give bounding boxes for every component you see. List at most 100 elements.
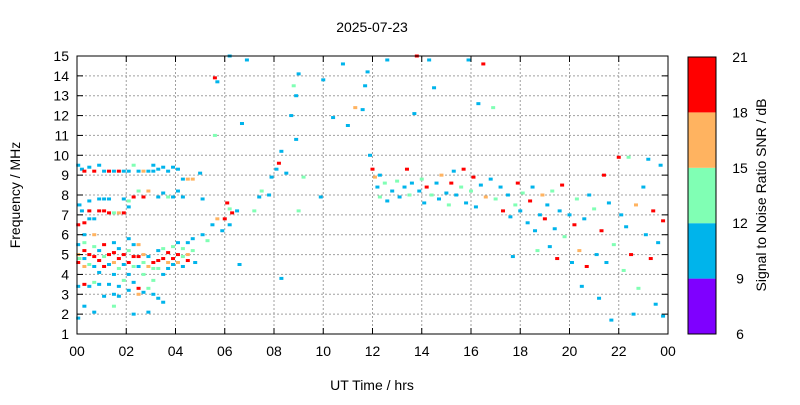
- data-point: [641, 185, 646, 189]
- data-point: [212, 76, 217, 80]
- data-point: [198, 171, 203, 175]
- data-point: [227, 207, 232, 211]
- data-point: [175, 241, 180, 245]
- data-point: [126, 199, 131, 203]
- data-point: [87, 165, 92, 169]
- data-point: [395, 179, 400, 183]
- data-point: [267, 193, 272, 197]
- data-point: [136, 255, 141, 259]
- colorbar-bin: [688, 167, 716, 224]
- data-point: [136, 286, 141, 290]
- data-point: [466, 58, 471, 62]
- data-point: [92, 217, 97, 221]
- data-point: [464, 201, 469, 205]
- data-point: [606, 201, 611, 205]
- data-point: [171, 195, 176, 199]
- data-point: [131, 264, 136, 268]
- data-point: [294, 137, 299, 141]
- data-point: [116, 284, 121, 288]
- data-point: [107, 263, 112, 266]
- data-point: [76, 243, 81, 247]
- data-point: [151, 292, 156, 296]
- colorbar-tick-label: 18: [732, 104, 748, 120]
- data-point: [594, 253, 599, 257]
- data-point: [643, 233, 648, 237]
- data-point: [520, 191, 525, 195]
- data-point: [550, 189, 555, 193]
- y-tick-label: 9: [61, 167, 69, 183]
- data-point: [82, 304, 87, 308]
- x-tick-label: 06: [217, 343, 233, 359]
- data-point: [237, 263, 242, 266]
- data-point: [390, 189, 395, 193]
- data-point: [111, 251, 116, 255]
- colorbar-bin: [688, 223, 716, 279]
- x-tick-label: 16: [463, 343, 479, 359]
- data-point: [296, 72, 301, 76]
- data-point: [257, 195, 262, 199]
- data-point: [171, 257, 176, 261]
- data-point: [567, 213, 572, 217]
- data-point: [215, 217, 220, 221]
- data-point: [471, 175, 476, 179]
- y-tick-label: 3: [61, 286, 69, 302]
- data-point: [141, 195, 146, 199]
- data-point: [190, 249, 195, 253]
- data-point: [537, 213, 542, 217]
- data-point: [87, 217, 92, 221]
- data-point: [629, 253, 634, 257]
- data-point: [156, 249, 161, 253]
- data-point: [136, 243, 141, 247]
- data-point: [409, 181, 414, 185]
- colorbar-tick-label: 15: [732, 160, 748, 176]
- data-point: [584, 264, 589, 268]
- x-tick-label: 12: [365, 343, 381, 359]
- x-tick-label: 00: [69, 343, 85, 359]
- data-point: [624, 225, 629, 229]
- data-point: [151, 278, 156, 282]
- data-point: [77, 257, 82, 261]
- data-point: [530, 185, 535, 189]
- data-point: [97, 282, 102, 286]
- data-point: [76, 261, 81, 265]
- data-point: [505, 193, 510, 197]
- data-point: [180, 247, 185, 251]
- data-point: [604, 261, 609, 265]
- data-point: [525, 221, 530, 225]
- y-tick-label: 7: [61, 207, 69, 223]
- data-point: [146, 255, 151, 259]
- y-tick-label: 5: [61, 247, 69, 263]
- y-tick-label: 14: [53, 68, 69, 84]
- data-point: [107, 211, 112, 215]
- data-point: [653, 302, 658, 306]
- colorbar-bin: [688, 112, 716, 168]
- data-point: [587, 193, 592, 197]
- data-point: [360, 108, 365, 112]
- data-point: [577, 249, 582, 253]
- data-point: [417, 189, 422, 193]
- data-point: [107, 197, 112, 201]
- data-point: [111, 272, 116, 276]
- x-tick-label: 02: [118, 343, 134, 359]
- data-point: [116, 266, 121, 270]
- data-point: [171, 165, 176, 169]
- x-tick-label: 10: [315, 343, 331, 359]
- data-point: [180, 177, 185, 181]
- data-point: [318, 195, 323, 199]
- data-point: [121, 263, 126, 266]
- data-point: [185, 241, 190, 245]
- data-point: [478, 183, 483, 187]
- data-point: [434, 181, 439, 185]
- data-point: [574, 197, 579, 201]
- data-point: [131, 243, 136, 247]
- data-point: [372, 175, 377, 179]
- data-point: [439, 173, 444, 177]
- data-point: [562, 235, 567, 239]
- data-point: [131, 163, 136, 167]
- data-point: [419, 177, 424, 181]
- data-point: [107, 282, 112, 286]
- data-point: [557, 209, 562, 213]
- data-point: [498, 185, 503, 189]
- data-point: [619, 213, 624, 217]
- grid: [77, 56, 668, 334]
